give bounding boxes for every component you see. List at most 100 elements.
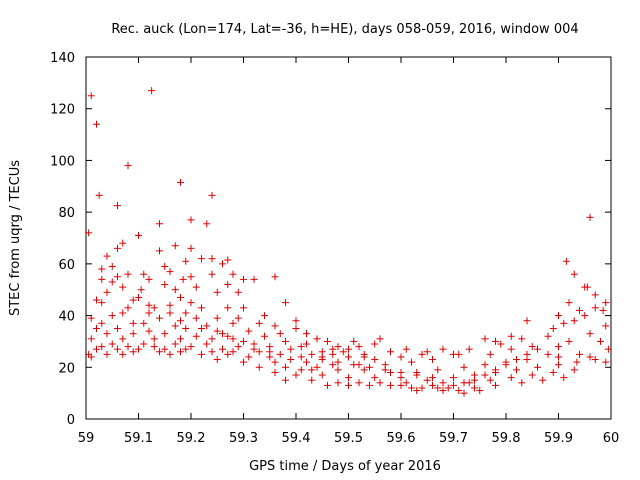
data-point [198, 255, 205, 263]
data-point [271, 368, 279, 376]
data-point [198, 325, 205, 332]
data-point [234, 343, 242, 351]
data-point [198, 304, 205, 312]
data-point [297, 343, 305, 351]
data-point [98, 265, 106, 273]
data-point [255, 319, 263, 327]
data-point [555, 353, 562, 361]
data-point [124, 343, 132, 351]
data-point [213, 356, 221, 364]
data-point [187, 343, 195, 351]
data-point [434, 384, 442, 392]
data-point [376, 379, 384, 387]
data-points [85, 87, 612, 397]
data-point [345, 353, 352, 361]
data-point [219, 345, 226, 353]
x-tick-label: 59.9 [544, 431, 573, 446]
data-point [192, 283, 200, 291]
data-point [555, 361, 562, 369]
data-point [261, 312, 268, 320]
y-tick-label: 140 [50, 51, 75, 66]
data-point [355, 379, 363, 387]
data-point [502, 361, 510, 369]
data-point [93, 120, 100, 128]
data-point [583, 283, 591, 291]
data-point [324, 337, 331, 345]
data-point [95, 191, 103, 199]
data-point [465, 345, 473, 353]
data-point [93, 325, 100, 332]
data-point [549, 368, 557, 376]
data-point [402, 345, 410, 353]
data-point [150, 335, 158, 343]
data-point [255, 363, 263, 371]
chart-title: Rec. auck (Lon=174, Lat=-36, h=HE), days… [111, 22, 578, 37]
y-tick-label: 100 [50, 154, 75, 169]
data-point [602, 299, 610, 307]
data-point [576, 350, 583, 358]
data-point [492, 337, 499, 345]
data-point [213, 288, 221, 296]
data-point [287, 345, 295, 353]
axis-ticks: 59 59.1 59.2 59.3 59.4 59.5 59.6 59.7 59.8 59.9 60… [50, 51, 619, 446]
y-tick-label: 60 [58, 258, 75, 273]
data-point [397, 381, 405, 389]
data-point [381, 366, 389, 374]
data-point [171, 286, 179, 294]
data-point [103, 350, 111, 358]
data-point [549, 325, 557, 332]
data-point [87, 335, 95, 343]
data-point [161, 330, 169, 338]
y-tick-label: 80 [58, 206, 75, 221]
data-point [145, 301, 153, 309]
data-point [408, 384, 415, 392]
data-point [324, 381, 331, 389]
data-point [528, 343, 536, 351]
data-point [460, 379, 468, 387]
data-point [135, 345, 142, 353]
data-point [166, 350, 174, 358]
data-point [366, 381, 373, 389]
data-point [308, 376, 316, 384]
data-point [413, 387, 421, 395]
data-point [602, 322, 610, 330]
data-point [282, 363, 289, 371]
x-tick-label: 59.6 [387, 431, 416, 446]
data-point [471, 384, 478, 392]
x-axis-label: GPS time / Days of year 2016 [249, 459, 441, 474]
data-point [371, 374, 379, 382]
data-point [93, 296, 100, 304]
data-point [229, 319, 237, 327]
data-point [192, 332, 200, 340]
data-point [450, 374, 457, 382]
data-point [455, 387, 463, 395]
data-point [481, 335, 489, 343]
data-point [234, 288, 242, 296]
data-point [350, 337, 358, 345]
data-point [224, 256, 232, 264]
data-point [203, 220, 211, 228]
data-point [586, 213, 594, 221]
data-point [334, 358, 342, 366]
data-point [560, 319, 568, 327]
data-point [303, 340, 310, 348]
data-point [156, 220, 163, 228]
data-point [271, 273, 279, 281]
data-point [460, 363, 468, 371]
data-point [224, 281, 232, 289]
data-point [119, 335, 127, 343]
data-point [350, 361, 358, 369]
data-point [87, 314, 95, 322]
data-point [460, 389, 468, 397]
data-point [198, 350, 205, 358]
data-point [560, 374, 568, 382]
data-point [318, 371, 326, 379]
data-point [98, 343, 106, 351]
data-point [539, 376, 547, 384]
data-point [303, 358, 310, 366]
data-point [108, 312, 116, 320]
x-tick-label: 59.3 [229, 431, 258, 446]
data-point [282, 337, 289, 345]
data-point [402, 379, 410, 387]
